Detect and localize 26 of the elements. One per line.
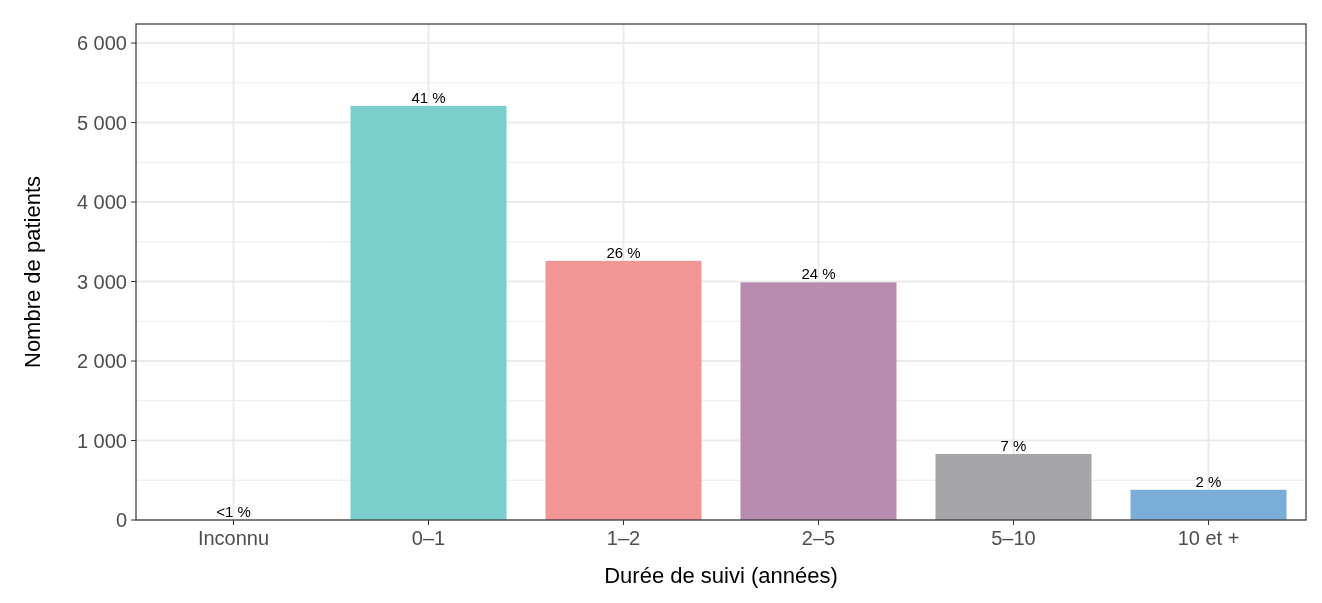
y-tick-label: 5 000 xyxy=(76,111,127,134)
y-tick-label: 3 000 xyxy=(76,270,127,293)
annotation: 2 % xyxy=(1195,472,1222,490)
y-tick-label: 6 000 xyxy=(76,32,127,55)
bar xyxy=(350,105,507,520)
y-tick-label: 1 000 xyxy=(76,429,127,452)
y-tick-label: 4 000 xyxy=(76,191,127,214)
x-axis-title: Durée de suivi (années) xyxy=(604,563,838,588)
y-axis-title: Nombre de patients xyxy=(20,176,45,368)
bar xyxy=(740,282,897,520)
x-tick-label: 2–5 xyxy=(801,527,836,549)
annotation: 41 % xyxy=(411,88,446,106)
bar xyxy=(935,454,1092,520)
x-tick-label: 0–1 xyxy=(411,527,446,549)
annotation: 24 % xyxy=(801,265,836,283)
bar xyxy=(545,260,702,520)
x-tick-label: 5–10 xyxy=(991,527,1036,549)
x-tick-label: 1–2 xyxy=(606,527,641,549)
x-tick-label: Inconnu xyxy=(197,527,270,549)
bar xyxy=(1130,489,1287,520)
y-tick-label: 2 000 xyxy=(76,350,127,373)
annotation: 26 % xyxy=(606,243,641,261)
x-tick-label: 10 et + xyxy=(1177,527,1240,549)
annotation: <1 % xyxy=(216,503,251,520)
y-tick-label: 0 xyxy=(115,509,127,531)
annotation: 7 % xyxy=(1000,437,1027,455)
